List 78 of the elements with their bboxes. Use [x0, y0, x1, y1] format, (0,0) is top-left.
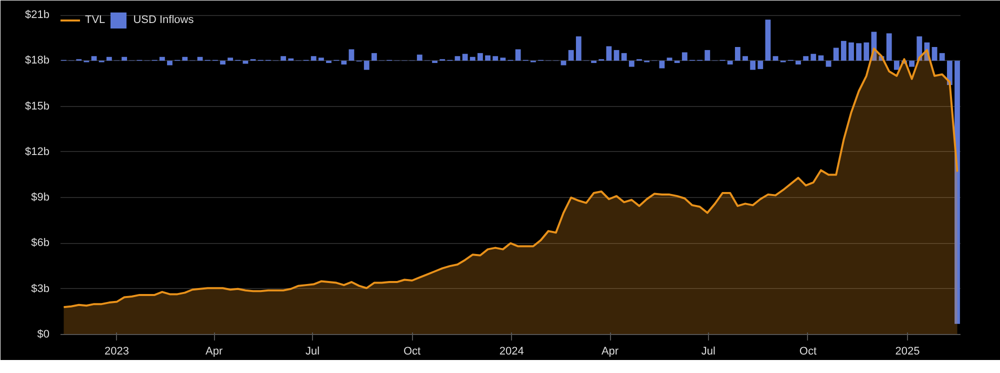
- bar: [682, 52, 688, 61]
- bar: [803, 56, 809, 61]
- bar: [864, 42, 870, 61]
- bar: [614, 50, 620, 61]
- y-tick-label: $12b: [25, 146, 50, 158]
- y-tick-label: $15b: [25, 100, 50, 112]
- legend-label: TVL: [85, 14, 106, 26]
- bar: [560, 60, 566, 66]
- bar: [909, 60, 915, 67]
- bar: [894, 60, 900, 70]
- bar: [772, 56, 778, 61]
- x-tick-label: Jul: [306, 346, 320, 358]
- legend-label: USD Inflows: [133, 14, 194, 26]
- bar: [628, 60, 634, 67]
- bar: [341, 60, 347, 64]
- bar: [576, 36, 582, 61]
- bar: [606, 46, 612, 61]
- bar: [734, 47, 740, 61]
- bar: [826, 60, 832, 67]
- bar: [659, 60, 665, 68]
- bar: [242, 60, 248, 64]
- bar: [478, 53, 483, 61]
- bar: [939, 53, 945, 61]
- bar: [568, 50, 574, 61]
- bar: [228, 58, 234, 61]
- bar: [492, 56, 498, 61]
- bar: [666, 58, 672, 61]
- bar: [515, 49, 521, 61]
- y-tick-label: $9b: [31, 192, 50, 204]
- bar: [886, 33, 892, 61]
- bar: [462, 54, 468, 61]
- bar: [182, 56, 188, 61]
- bar: [364, 60, 370, 70]
- x-tick-label: Apr: [206, 346, 223, 358]
- bar: [916, 36, 922, 61]
- x-tick-label: Oct: [799, 346, 817, 358]
- bar: [91, 56, 97, 61]
- bar: [796, 60, 801, 64]
- bar: [932, 47, 938, 61]
- bar: [454, 56, 460, 61]
- bar: [704, 50, 710, 61]
- bar: [856, 43, 862, 61]
- bar: [310, 56, 316, 61]
- y-tick-label: $18b: [25, 54, 50, 67]
- bar: [288, 58, 294, 61]
- bar: [159, 56, 165, 61]
- x-tick-label: Oct: [404, 346, 421, 358]
- bar: [750, 60, 756, 70]
- bar: [954, 60, 960, 324]
- x-tick-label: 2025: [895, 346, 920, 358]
- bar: [500, 58, 506, 61]
- bar: [810, 54, 816, 61]
- bar: [621, 53, 627, 61]
- bar: [106, 56, 112, 61]
- bar: [167, 60, 172, 66]
- bar: [318, 58, 324, 61]
- bar: [470, 56, 476, 61]
- bar: [485, 55, 490, 61]
- bar: [742, 56, 748, 61]
- bar: [220, 60, 226, 64]
- bar: [122, 56, 128, 61]
- x-tick-label: 2024: [499, 346, 524, 358]
- y-tick-label: $3b: [31, 282, 50, 295]
- bar: [416, 54, 422, 61]
- bar: [280, 56, 286, 61]
- bar: [848, 42, 854, 61]
- bar: [727, 60, 733, 64]
- bar: [372, 53, 377, 61]
- bar: [758, 60, 764, 70]
- bar: [765, 20, 771, 61]
- y-tick-label: $6b: [31, 237, 50, 250]
- y-tick-label: $21b: [25, 9, 50, 22]
- x-tick-label: 2023: [104, 346, 129, 358]
- x-tick-label: Apr: [601, 346, 619, 358]
- bar: [840, 40, 846, 61]
- y-tick-label: $0: [37, 328, 50, 340]
- x-tick-label: Jul: [701, 346, 716, 358]
- bar: [833, 48, 839, 61]
